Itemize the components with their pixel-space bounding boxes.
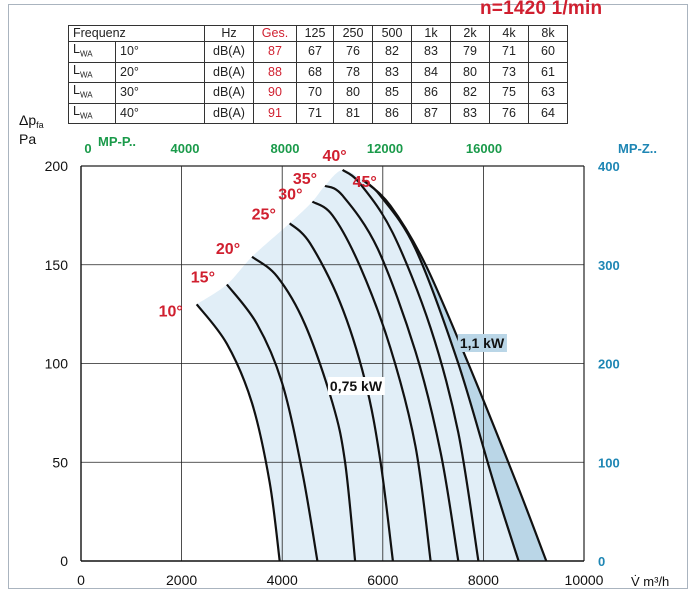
power-label-backing: [327, 377, 385, 395]
power-label-backing: [457, 334, 507, 352]
y-tick-label: 150: [45, 257, 69, 273]
table-header-row: Frequenz Hz Ges. 125 250 500 1k 2k 4k 8k: [68, 25, 568, 42]
x-tick-label: 4000: [267, 572, 298, 588]
y-axis-label-sub: fa: [36, 120, 44, 130]
power-label-11kw: 1,1 kW: [460, 335, 505, 351]
angle-label: 25°: [252, 206, 276, 223]
table-cell: dB(A): [204, 102, 254, 124]
power-label-075kw: 0,75 kW: [330, 378, 383, 394]
top-axis-tick-label: 4000: [171, 141, 200, 156]
top-axis-tick-label: 8000: [271, 141, 300, 156]
top-axis-tick-label: 0: [84, 141, 91, 156]
angle-label: 20°: [216, 241, 240, 258]
table-cell: 71: [296, 102, 334, 124]
curve-10deg: [195, 303, 281, 562]
x-tick-label: 2000: [166, 572, 197, 588]
table-cell: dB(A): [204, 61, 254, 83]
table-row: LWA 10° dB(A) 87 67 76 82 83 79 71 60: [68, 41, 568, 63]
curve-40deg: [341, 168, 480, 562]
y-tick-label: 0: [60, 553, 68, 569]
angle-label: 40°: [322, 148, 346, 165]
chart-frame: [8, 4, 688, 589]
angle-label: 30°: [278, 187, 302, 204]
table-cell: 86: [411, 82, 451, 104]
curve-15deg: [226, 283, 319, 562]
angle-label: 15°: [191, 270, 215, 287]
power-band-1-1kw: [362, 179, 547, 562]
curve-35deg: [324, 184, 460, 562]
curve-25deg: [288, 222, 394, 562]
table-cell: dB(A): [204, 82, 254, 104]
y-tick-label: 200: [45, 158, 69, 174]
angle-label: 45°: [353, 174, 377, 191]
angle-label: 35°: [293, 171, 317, 188]
curve-30deg: [311, 200, 432, 562]
right-axis-tick-label: 0: [598, 554, 605, 569]
table-header-cell: Frequenz: [68, 25, 205, 42]
right-axis-tick-label: 200: [598, 357, 620, 372]
characteristic-curves: [195, 168, 548, 562]
table-cell: 87: [411, 102, 451, 124]
y-axis-label: Δpfa: [19, 112, 44, 130]
curve-power-boundary: [361, 178, 548, 562]
angle-label: 10°: [159, 303, 183, 320]
x-axis-unit: V̇ m³/h: [631, 574, 669, 589]
operating-area: [196, 169, 547, 562]
table-header-cell: 2k: [450, 25, 490, 42]
table-header-cell: Hz: [204, 25, 254, 42]
top-axis-label: MP-P..: [98, 134, 136, 149]
table-header-cell: 1k: [411, 25, 451, 42]
right-axis-tick-label: 100: [598, 455, 620, 470]
table-cell: 83: [372, 61, 412, 83]
x-tick-label: 6000: [367, 572, 398, 588]
table-cell: 64: [528, 102, 568, 124]
table-header-cell: 250: [333, 25, 373, 42]
table-cell: 83: [450, 102, 490, 124]
sound-power-table: Frequenz Hz Ges. 125 250 500 1k 2k 4k 8k…: [68, 25, 568, 124]
right-axis-tick-label: 400: [598, 159, 620, 174]
operating-area-light: [196, 169, 519, 561]
y-tick-label: 100: [45, 356, 69, 372]
right-axis-label: MP-Z..: [618, 141, 657, 156]
table-cell: 61: [528, 61, 568, 83]
curve-20deg: [251, 255, 357, 562]
top-axis-tick-label: 12000: [367, 141, 403, 156]
table-row: LWA 30° dB(A) 90 70 80 85 86 82 75 63: [68, 82, 568, 104]
table-cell: LWA: [68, 102, 116, 124]
top-axis-tick-label: 16000: [466, 141, 502, 156]
x-tick-label: 10000: [565, 572, 604, 588]
grid-lines: [80, 165, 585, 562]
x-tick-label: 0: [77, 572, 85, 588]
table-cell: 71: [489, 41, 529, 63]
x-tick-label: 8000: [468, 572, 499, 588]
table-header-cell: 500: [372, 25, 412, 42]
speed-label: n=1420 1/min: [480, 0, 603, 19]
table-header-cell: 8k: [528, 25, 568, 42]
table-row: LWA 40° dB(A) 91 71 81 86 87 83 76 64: [68, 102, 568, 124]
y-tick-label: 50: [52, 454, 68, 470]
y-axis-unit: Pa: [19, 131, 36, 147]
right-axis-tick-label: 300: [598, 258, 620, 273]
